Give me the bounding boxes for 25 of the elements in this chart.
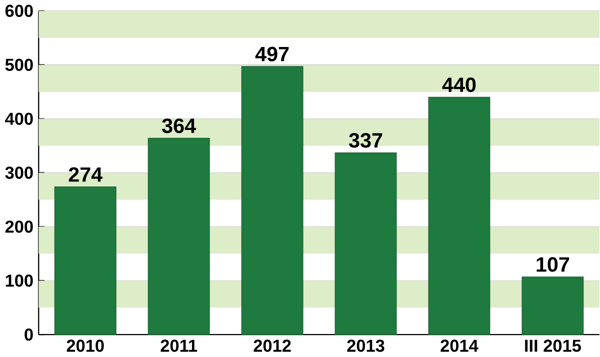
- x-tick-label: 2011: [160, 340, 198, 352]
- bar: [428, 97, 490, 336]
- y-tick-label: 600: [5, 4, 33, 18]
- y-tick-label: 0: [24, 328, 33, 341]
- data-label: 107: [536, 257, 570, 272]
- data-label: 337: [348, 133, 382, 148]
- x-tick-label: 2013: [347, 340, 384, 352]
- data-label: 497: [255, 46, 289, 62]
- x-tick-label: 2010: [66, 340, 104, 352]
- data-label: 364: [162, 118, 196, 134]
- y-tick-label: 300: [5, 166, 33, 180]
- y-tick-label: 500: [5, 58, 33, 72]
- bar: [54, 186, 116, 336]
- data-label: 274: [68, 167, 103, 182]
- data-label: 440: [442, 78, 476, 92]
- bar: [522, 276, 584, 336]
- x-tick-label: III 2015: [525, 340, 581, 352]
- bar: [148, 138, 210, 336]
- bar: [241, 66, 304, 336]
- y-tick-label: 200: [5, 220, 33, 233]
- bar: [334, 152, 397, 336]
- x-tick-label: 2012: [254, 340, 291, 352]
- y-tick-label: 100: [6, 274, 33, 287]
- y-tick-label: 400: [5, 112, 33, 126]
- x-tick-label: 2014: [440, 340, 478, 352]
